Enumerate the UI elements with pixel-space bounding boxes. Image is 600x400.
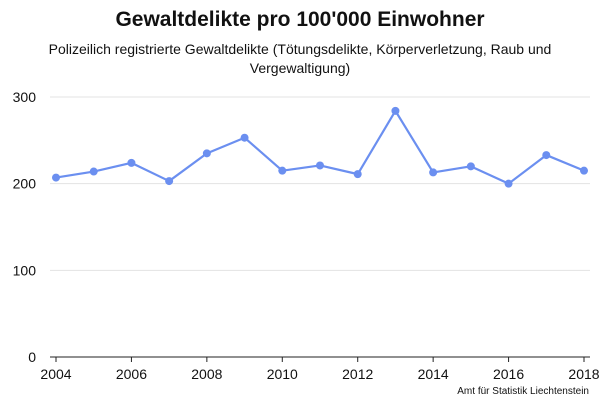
data-point (52, 173, 60, 182)
x-tick-label: 2008 (191, 366, 222, 382)
data-point (89, 167, 98, 176)
data-point (391, 106, 400, 115)
chart-title: Gewaltdelikte pro 100'000 Einwohner (115, 8, 485, 31)
x-tick-label: 2018 (568, 366, 599, 382)
data-point (466, 162, 475, 171)
x-tick-label: 2016 (493, 366, 524, 382)
data-point (353, 170, 362, 179)
data-point (580, 166, 588, 175)
data-point (202, 149, 211, 158)
x-tick-label: 2010 (267, 366, 298, 382)
series-layer (52, 106, 588, 188)
y-tick-label: 0 (28, 349, 36, 365)
axis-layer: 0 100 200 300 2004 2006 2008 2010 2012 2014 2016 20… (13, 89, 600, 382)
data-point (429, 168, 438, 177)
data-point (240, 133, 249, 142)
data-point (316, 161, 324, 170)
chart-subtitle: Polizeilich registrierte Gewaltdelikte (… (48, 41, 552, 76)
data-point (278, 166, 287, 175)
x-tick-label: 2014 (418, 366, 449, 382)
y-tick-label: 200 (13, 176, 37, 192)
y-tick-label: 300 (13, 89, 37, 105)
data-point (542, 151, 551, 160)
x-tick-label: 2004 (40, 366, 71, 382)
grid-layer (50, 96, 590, 271)
x-tick-label: 2006 (116, 366, 147, 382)
x-tick-label: 2012 (342, 366, 373, 382)
data-point (504, 179, 513, 188)
data-point (165, 177, 174, 186)
source-credit: Amt für Statistik Liechtenstein (457, 386, 589, 397)
y-tick-label: 100 (13, 262, 37, 278)
data-point (127, 158, 136, 167)
series-line (54, 109, 586, 185)
